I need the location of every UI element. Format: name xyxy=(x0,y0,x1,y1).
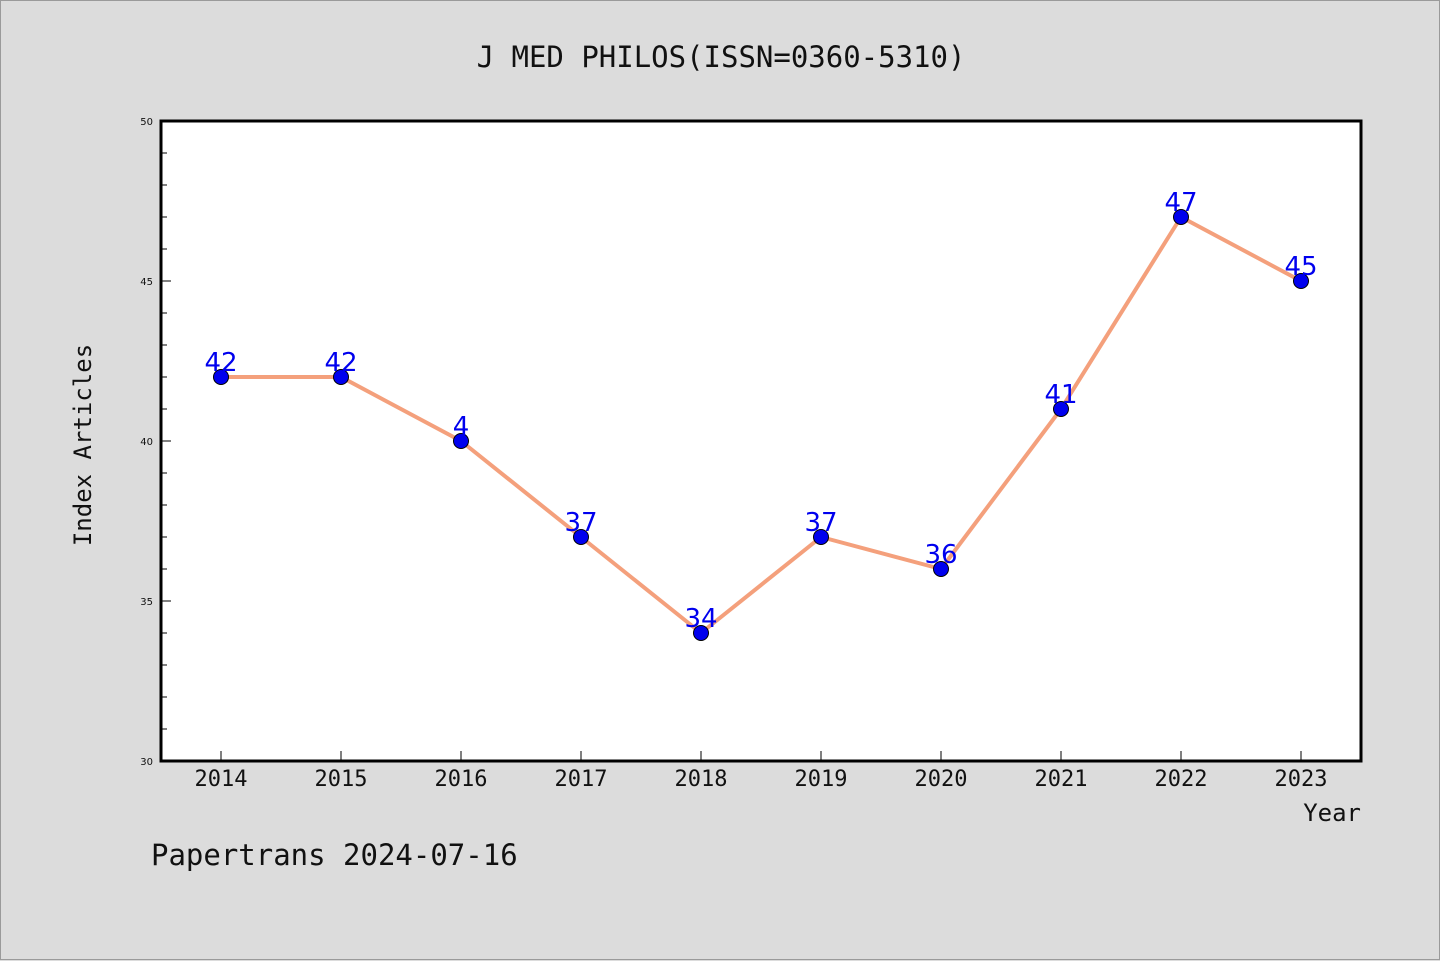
x-tick-label: 2014 xyxy=(195,767,248,792)
data-point xyxy=(213,369,229,385)
series-layer: 42 42 4 37 34 37 36 41 47 45 xyxy=(204,188,1318,641)
data-point xyxy=(1173,209,1189,225)
x-tick-label: 2018 xyxy=(675,767,728,792)
footer-text: Papertrans 2024-07-16 xyxy=(151,838,518,872)
x-tick-label: 2017 xyxy=(555,767,608,792)
data-label: 37 xyxy=(804,508,837,538)
y-tick-label: 30 xyxy=(140,757,153,768)
data-label: 34 xyxy=(684,604,717,634)
y-axis: 30 35 40 45 50 xyxy=(140,117,171,768)
data-label: 42 xyxy=(204,348,237,378)
data-point xyxy=(333,369,349,385)
x-axis: 2014 2015 2016 2017 2018 2019 2020 2021 2022 2023 xyxy=(195,751,1328,792)
data-point xyxy=(1053,401,1069,417)
x-tick-label: 2020 xyxy=(915,767,968,792)
data-point xyxy=(1293,273,1309,289)
data-label: 37 xyxy=(564,508,597,538)
data-label: 41 xyxy=(1044,380,1077,410)
data-point xyxy=(693,625,709,641)
y-tick-label: 35 xyxy=(140,597,153,608)
data-point xyxy=(813,529,829,545)
y-tick-label: 45 xyxy=(140,277,153,288)
x-tick-label: 2023 xyxy=(1275,767,1328,792)
x-tick-label: 2016 xyxy=(435,767,488,792)
data-label: 4 xyxy=(453,412,470,442)
x-tick-label: 2019 xyxy=(795,767,848,792)
data-label: 47 xyxy=(1164,188,1197,218)
data-point xyxy=(933,561,949,577)
data-point xyxy=(453,433,469,449)
x-tick-label: 2022 xyxy=(1155,767,1208,792)
x-tick-label: 2021 xyxy=(1035,767,1088,792)
y-axis-title: Index Articles xyxy=(69,344,97,546)
series-line xyxy=(219,215,1303,635)
data-label: 42 xyxy=(324,348,357,378)
plot-area xyxy=(159,119,1363,763)
data-label: 45 xyxy=(1284,252,1317,282)
chart-title: J MED PHILOS(ISSN=0360-5310) xyxy=(477,40,966,74)
data-point xyxy=(573,529,589,545)
x-tick-label: 2015 xyxy=(315,767,368,792)
x-axis-title: Year xyxy=(1303,799,1361,827)
data-label: 36 xyxy=(924,540,957,570)
y-tick-label: 50 xyxy=(140,117,153,128)
y-tick-label: 40 xyxy=(140,437,153,448)
